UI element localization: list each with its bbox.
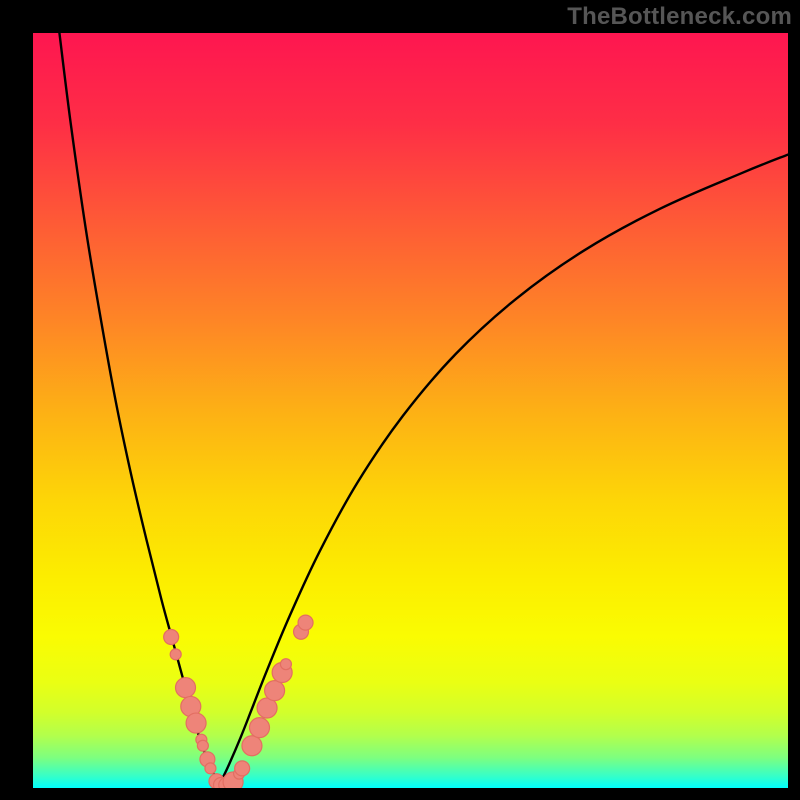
data-point xyxy=(197,740,208,751)
data-point xyxy=(265,681,285,701)
data-point xyxy=(176,678,196,698)
plot-svg xyxy=(33,33,788,788)
data-point xyxy=(170,649,181,660)
data-point xyxy=(235,761,250,776)
data-point xyxy=(250,718,270,738)
data-point xyxy=(164,630,179,645)
data-point xyxy=(280,659,291,670)
watermark-text: TheBottleneck.com xyxy=(567,3,792,31)
gradient-background xyxy=(33,33,788,788)
data-point xyxy=(205,763,216,774)
bottleneck-plot xyxy=(33,33,788,788)
data-point xyxy=(298,615,313,630)
data-point xyxy=(186,713,206,733)
data-point xyxy=(242,736,262,756)
